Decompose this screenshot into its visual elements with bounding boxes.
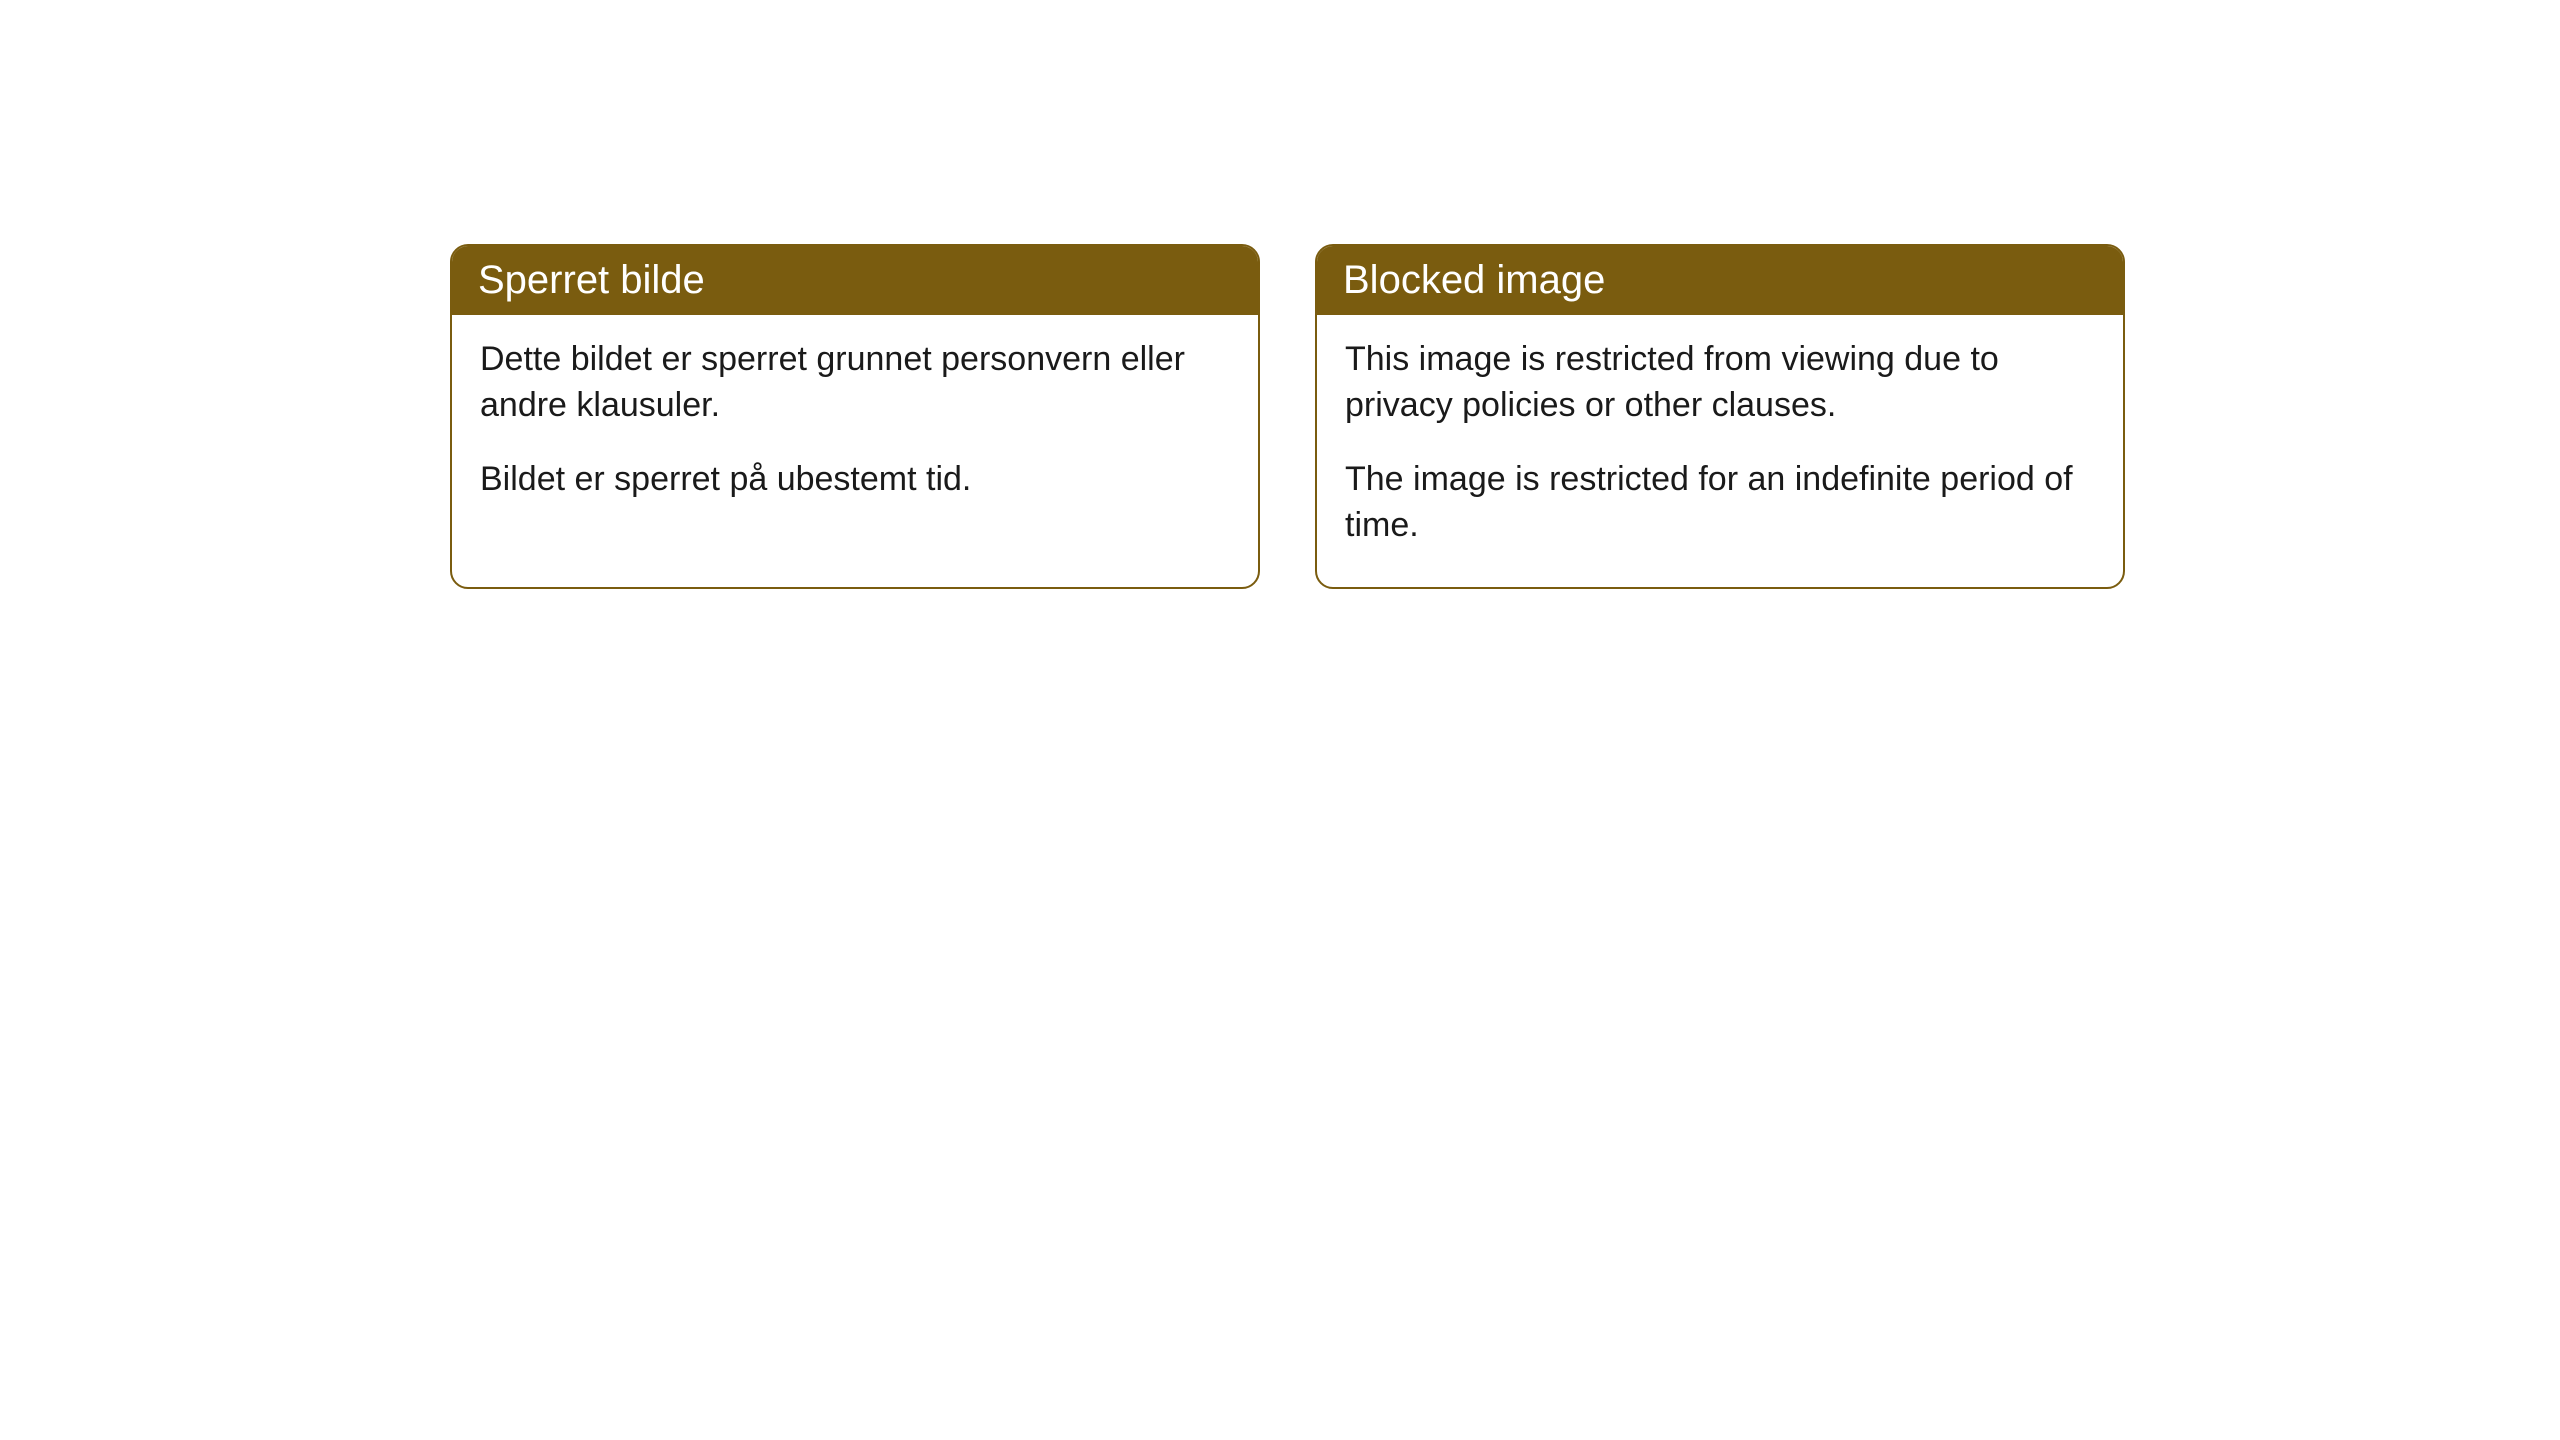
card-body-english: This image is restricted from viewing du… bbox=[1317, 315, 2123, 587]
card-english: Blocked image This image is restricted f… bbox=[1315, 244, 2125, 589]
card-norwegian: Sperret bilde Dette bildet er sperret gr… bbox=[450, 244, 1260, 589]
card-paragraph: This image is restricted from viewing du… bbox=[1345, 337, 2095, 429]
card-paragraph: Bildet er sperret på ubestemt tid. bbox=[480, 457, 1230, 503]
card-paragraph: Dette bildet er sperret grunnet personve… bbox=[480, 337, 1230, 429]
card-header-norwegian: Sperret bilde bbox=[452, 246, 1258, 315]
card-header-english: Blocked image bbox=[1317, 246, 2123, 315]
card-paragraph: The image is restricted for an indefinit… bbox=[1345, 457, 2095, 549]
card-body-norwegian: Dette bildet er sperret grunnet personve… bbox=[452, 315, 1258, 541]
cards-container: Sperret bilde Dette bildet er sperret gr… bbox=[450, 244, 2125, 589]
